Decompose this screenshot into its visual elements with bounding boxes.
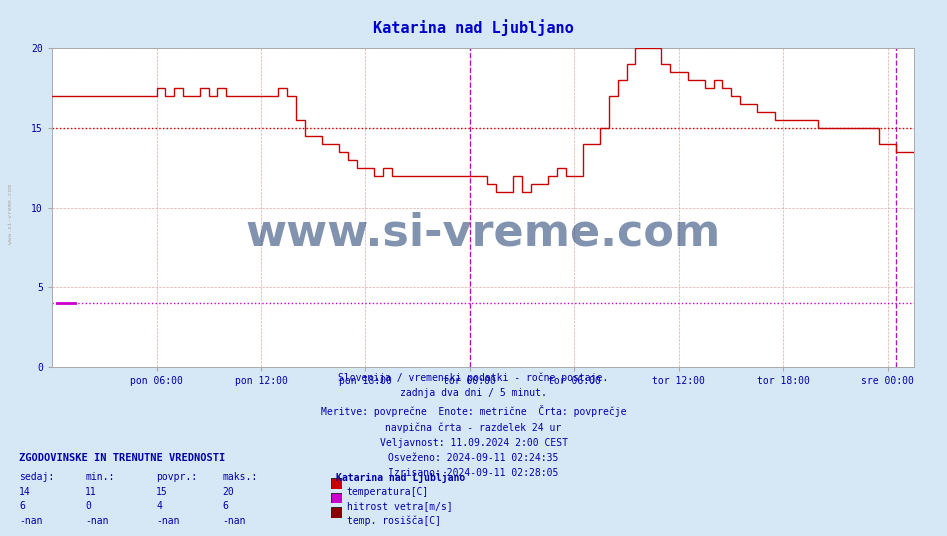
Text: 4: 4 bbox=[156, 501, 162, 511]
Text: www.si-vreme.com: www.si-vreme.com bbox=[245, 212, 721, 255]
Text: temp. rosišča[C]: temp. rosišča[C] bbox=[347, 516, 440, 526]
Text: 0: 0 bbox=[85, 501, 91, 511]
Text: min.:: min.: bbox=[85, 472, 115, 482]
Text: Slovenija / vremenski podatki - ročne postaje.
zadnja dva dni / 5 minut.
Meritve: Slovenija / vremenski podatki - ročne po… bbox=[321, 373, 626, 478]
Text: -nan: -nan bbox=[223, 516, 246, 526]
Text: 6: 6 bbox=[19, 501, 25, 511]
Text: sedaj:: sedaj: bbox=[19, 472, 54, 482]
Text: maks.:: maks.: bbox=[223, 472, 258, 482]
Text: Katarina nad Ljubljano: Katarina nad Ljubljano bbox=[373, 19, 574, 35]
Text: www.si-vreme.com: www.si-vreme.com bbox=[8, 184, 12, 244]
Text: hitrost vetra[m/s]: hitrost vetra[m/s] bbox=[347, 501, 453, 511]
Text: -nan: -nan bbox=[85, 516, 109, 526]
Text: temperatura[C]: temperatura[C] bbox=[347, 487, 429, 497]
Text: 11: 11 bbox=[85, 487, 97, 497]
Text: 20: 20 bbox=[223, 487, 234, 497]
Text: povpr.:: povpr.: bbox=[156, 472, 197, 482]
Text: -nan: -nan bbox=[156, 516, 180, 526]
Text: 15: 15 bbox=[156, 487, 168, 497]
Text: ZGODOVINSKE IN TRENUTNE VREDNOSTI: ZGODOVINSKE IN TRENUTNE VREDNOSTI bbox=[19, 453, 225, 463]
Text: Katarina nad Ljubljano: Katarina nad Ljubljano bbox=[336, 472, 465, 483]
Text: -nan: -nan bbox=[19, 516, 43, 526]
Text: 14: 14 bbox=[19, 487, 30, 497]
Text: 6: 6 bbox=[223, 501, 228, 511]
